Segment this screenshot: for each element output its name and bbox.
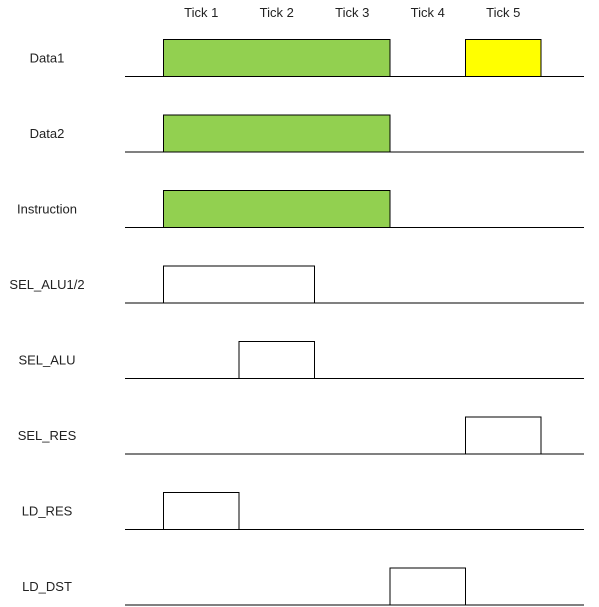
tick-label: Tick 3 [335, 5, 369, 20]
tick-label: Tick 4 [411, 5, 445, 20]
signal-label: Instruction [17, 202, 77, 217]
signal-label: LD_DST [22, 579, 72, 594]
signal-label: LD_RES [22, 504, 73, 519]
signal-pulse [238, 341, 315, 379]
signal-label: SEL_ALU1/2 [9, 277, 84, 292]
tick-label: Tick 5 [486, 5, 520, 20]
signal-label: SEL_RES [18, 428, 77, 443]
signal-pulse [389, 567, 466, 606]
tick-label: Tick 2 [260, 5, 294, 20]
signal-pulse [163, 114, 391, 153]
signal-pulse [163, 492, 240, 530]
signal-label: Data1 [30, 51, 65, 66]
signal-pulse [163, 265, 315, 304]
tick-label: Tick 1 [184, 5, 218, 20]
signal-pulse [465, 39, 542, 77]
signal-pulse [163, 39, 391, 77]
signal-pulse [163, 190, 391, 228]
signal-pulse [465, 416, 542, 455]
signal-label: Data2 [30, 126, 65, 141]
signal-label: SEL_ALU [18, 353, 75, 368]
